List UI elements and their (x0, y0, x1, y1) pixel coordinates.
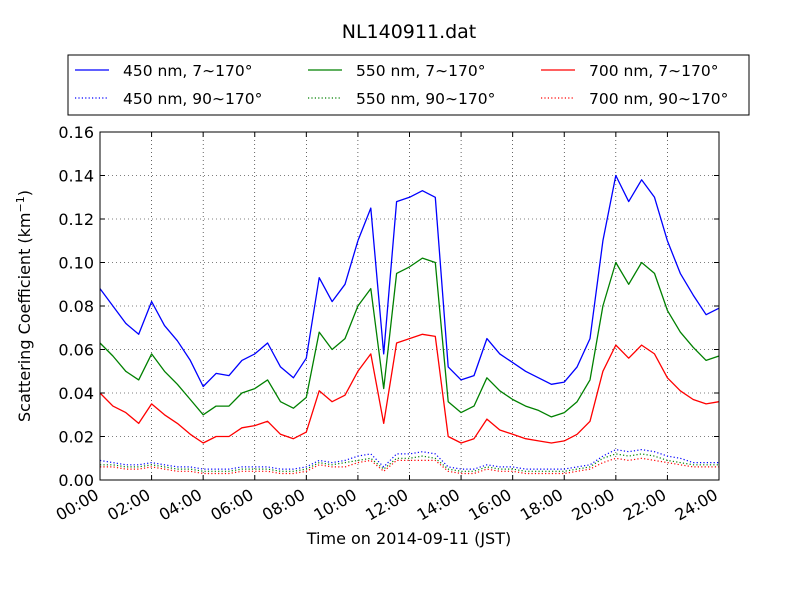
x-tick-label: 22:00 (620, 485, 669, 525)
x-tick-label: 08:00 (259, 485, 308, 525)
x-tick-label: 04:00 (156, 485, 205, 525)
legend-items: 450 nm, 7∼170° 550 nm, 7∼170° 700 nm, 7∼17… (75, 62, 728, 108)
y-tick-labels: 0.00 0.02 0.04 0.06 0.08 0.10 0.12 0.14 0.16 (58, 123, 94, 490)
y-axis-title-sup: −1 (14, 196, 27, 212)
x-tick-label: 16:00 (465, 485, 514, 525)
legend-label-2: 700 nm, 7∼170° (589, 62, 718, 80)
legend: 450 nm, 7∼170° 550 nm, 7∼170° 700 nm, 7∼17… (67, 54, 750, 116)
series-line-2 (99, 333, 720, 444)
y-axis-title: Scattering Coefficient (km−1) (14, 190, 34, 422)
x-tick-label: 24:00 (672, 485, 721, 525)
legend-label-4: 550 nm, 90∼170° (356, 90, 495, 108)
x-tick-label: 18:00 (517, 485, 566, 525)
legend-label-0: 450 nm, 7∼170° (123, 62, 252, 80)
x-tick-label: 00:00 (53, 485, 102, 525)
x-tick-label: 12:00 (362, 485, 411, 525)
y-tick-label: 0.06 (58, 341, 94, 360)
legend-label-3: 450 nm, 90∼170° (123, 90, 262, 108)
x-tick-label: 14:00 (414, 485, 463, 525)
y-tick-label: 0.10 (58, 254, 94, 273)
grid (99, 131, 720, 481)
legend-box (67, 54, 750, 116)
y-tick-label: 0.16 (58, 123, 94, 142)
x-axis-title: Time on 2014-09-11 (JST) (306, 529, 511, 548)
x-tick-label: 06:00 (207, 485, 256, 525)
x-tick-label: 10:00 (310, 485, 359, 525)
y-axis-title-main: Scattering Coefficient (km (15, 212, 34, 422)
x-tick-label: 02:00 (104, 485, 153, 525)
legend-label-5: 700 nm, 90∼170° (589, 90, 728, 108)
y-tick-label: 0.02 (58, 428, 94, 447)
series-line-0 (99, 174, 720, 388)
y-tick-label: 0.08 (58, 297, 94, 316)
chart-title: NL140911.dat (342, 21, 477, 43)
y-tick-label: 0.12 (58, 210, 94, 229)
series-line-1 (99, 257, 720, 418)
y-tick-label: 0.14 (58, 167, 94, 186)
series-layer (99, 174, 720, 475)
legend-label-1: 550 nm, 7∼170° (356, 62, 485, 80)
y-axis-title-end: ) (15, 190, 34, 196)
y-tick-label: 0.00 (58, 471, 94, 490)
x-tick-labels: 00:00 02:00 04:00 06:00 08:00 10:00 12:00 14:00… (53, 485, 721, 525)
x-tick-label: 20:00 (568, 485, 617, 525)
ticks (99, 131, 720, 481)
y-tick-label: 0.04 (58, 384, 94, 403)
